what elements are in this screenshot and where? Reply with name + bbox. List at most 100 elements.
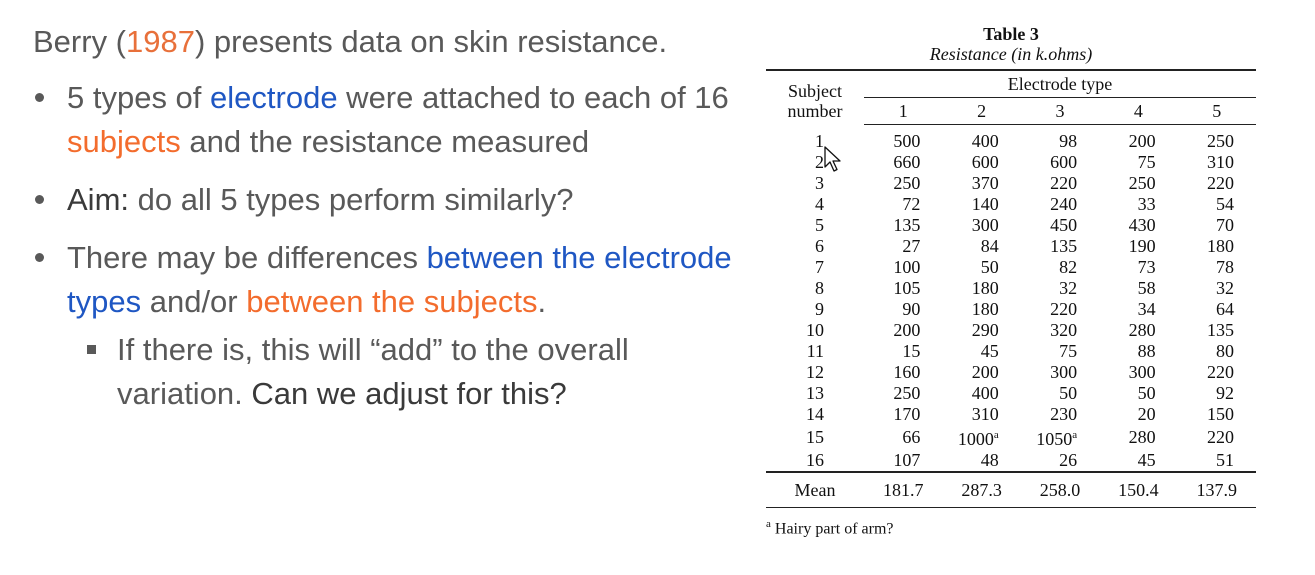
table-subtitle: Resistance (in k.ohms) [929, 44, 1093, 64]
resistance-cell: 300 [1050, 362, 1078, 382]
aim-label: Aim: [67, 182, 129, 217]
mean-cell: 137.9 [1177, 471, 1256, 508]
subject-number-cell: 8 [815, 278, 824, 298]
between-electrodes-term: between the electrode types [67, 240, 732, 319]
table-row: 3 250 370 220 250 220 [766, 173, 1256, 194]
subject-number-cell: 3 [815, 173, 824, 193]
table-caption: Table 3 [983, 24, 1039, 44]
table-row: 2 660 600 600 75 310 [766, 152, 1256, 173]
slide-text: Berry (1987) presents data on skin resis… [33, 20, 753, 430]
resistance-cell: 600 [1050, 152, 1078, 172]
subject-number-cell: 12 [806, 362, 824, 382]
resistance-cell: 45 [980, 341, 999, 361]
resistance-cell: 32 [1059, 278, 1078, 298]
sub-bullet-variation: If there is, this will “add” to the over… [67, 328, 753, 416]
resistance-cell: 240 [1050, 194, 1078, 214]
resistance-cell: 135 [1207, 320, 1234, 340]
resistance-cell: 98 [1059, 131, 1078, 151]
resistance-cell: 160 [893, 362, 921, 382]
table-row: 9 90 180 220 34 64 [766, 299, 1256, 320]
resistance-cell: 220 [1207, 362, 1234, 382]
subject-number-cell: 9 [815, 299, 824, 319]
resistance-cell: 180 [1207, 236, 1234, 256]
resistance-cell: 72 [902, 194, 921, 214]
resistance-cell: 54 [1216, 194, 1234, 214]
table-row: 15 66 1000a 1050a 280 220 [766, 425, 1256, 450]
resistance-cell: 250 [893, 383, 921, 403]
resistance-cell: 190 [1128, 236, 1156, 256]
subject-number-cell: 1 [815, 130, 824, 151]
resistance-cell: 290 [971, 320, 999, 340]
between-subjects-term: between the subjects [246, 284, 538, 319]
resistance-cell: 250 [893, 173, 921, 193]
resistance-cell: 135 [1050, 236, 1078, 256]
citation-year-link[interactable]: 1987 [126, 24, 195, 59]
subject-number-cell: 4 [815, 194, 824, 214]
mean-cell: 287.3 [942, 471, 1021, 508]
resistance-cell: 250 [1128, 173, 1156, 193]
resistance-cell: 75 [1137, 152, 1156, 172]
resistance-cell: 500 [893, 131, 921, 151]
resistance-cell: 92 [1216, 383, 1234, 403]
resistance-cell: 50 [1137, 383, 1156, 403]
resistance-cell: 220 [1207, 427, 1234, 447]
table-footnote: a Hairy part of arm? [766, 518, 1256, 538]
resistance-cell: 370 [971, 173, 999, 193]
resistance-cell: 34 [1137, 299, 1156, 319]
resistance-cell: 150 [1207, 404, 1234, 424]
resistance-cell: 48 [980, 450, 999, 470]
resistance-cell: 400 [971, 131, 999, 151]
resistance-cell: 15 [902, 341, 921, 361]
table-row: 16 107 48 26 45 51 [766, 450, 1256, 472]
resistance-cell: 107 [893, 450, 921, 470]
electrode-column-header: 4 [1099, 97, 1178, 125]
subject-number-cell: 2 [815, 152, 824, 172]
resistance-cell: 100 [893, 257, 921, 277]
resistance-cell: 26 [1059, 450, 1078, 470]
footnote-mark: a [1072, 429, 1078, 441]
intro-text: Berry ( [33, 24, 126, 59]
electrode-column-header: 1 [864, 97, 943, 125]
table-row: 5 135 300 450 430 70 [766, 215, 1256, 236]
table-row: 6 27 84 135 190 180 [766, 236, 1256, 257]
intro-text-end: ) presents data on skin resistance. [194, 24, 668, 59]
subject-number-cell: 11 [806, 341, 824, 361]
electrode-column-header: 3 [1020, 97, 1100, 125]
mean-cell: 181.7 [864, 471, 943, 508]
intro-paragraph: Berry (1987) presents data on skin resis… [33, 20, 753, 64]
resistance-cell: 82 [1059, 257, 1078, 277]
resistance-cell: 280 [1128, 427, 1156, 447]
resistance-cell: 250 [1207, 131, 1234, 151]
bullet-differences: There may be differences between the ele… [33, 236, 753, 416]
resistance-cell: 50 [980, 257, 999, 277]
resistance-cell: 300 [971, 215, 999, 235]
resistance-cell: 135 [893, 215, 921, 235]
footnote-mark: a [993, 429, 999, 441]
subject-number-cell: 13 [806, 383, 824, 403]
bullet-electrodes: 5 types of electrode were attached to ea… [33, 76, 753, 164]
table-row: 8 105 180 32 58 32 [766, 278, 1256, 299]
sub-bullet-list: If there is, this will “add” to the over… [67, 328, 753, 416]
resistance-cell: 78 [1216, 257, 1234, 277]
adjust-question: Can we adjust for this? [251, 376, 567, 411]
resistance-cell: 90 [902, 299, 921, 319]
table-row: 14 170 310 230 20 150 [766, 404, 1256, 425]
subjects-term: subjects [67, 124, 181, 159]
bullet-list: 5 types of electrode were attached to ea… [33, 76, 753, 416]
electrode-column-header: 5 [1177, 97, 1256, 125]
resistance-cell: 280 [1128, 320, 1156, 340]
resistance-cell: 105 [893, 278, 921, 298]
resistance-cell: 180 [971, 278, 999, 298]
table-row: 4 72 140 240 33 54 [766, 194, 1256, 215]
resistance-cell: 310 [971, 404, 999, 424]
resistance-cell: 170 [893, 404, 921, 424]
resistance-cell: 50 [1059, 383, 1078, 403]
mean-label: Mean [766, 471, 864, 508]
resistance-cell: 75 [1059, 341, 1078, 361]
resistance-cell: 64 [1216, 299, 1234, 319]
resistance-cell: 66 [902, 427, 921, 447]
resistance-cell: 400 [971, 383, 999, 403]
resistance-cell: 33 [1137, 194, 1156, 214]
resistance-table-figure: Table 3 Resistance (in k.ohms) Subject nu… [766, 24, 1256, 538]
resistance-cell: 450 [1050, 215, 1078, 235]
